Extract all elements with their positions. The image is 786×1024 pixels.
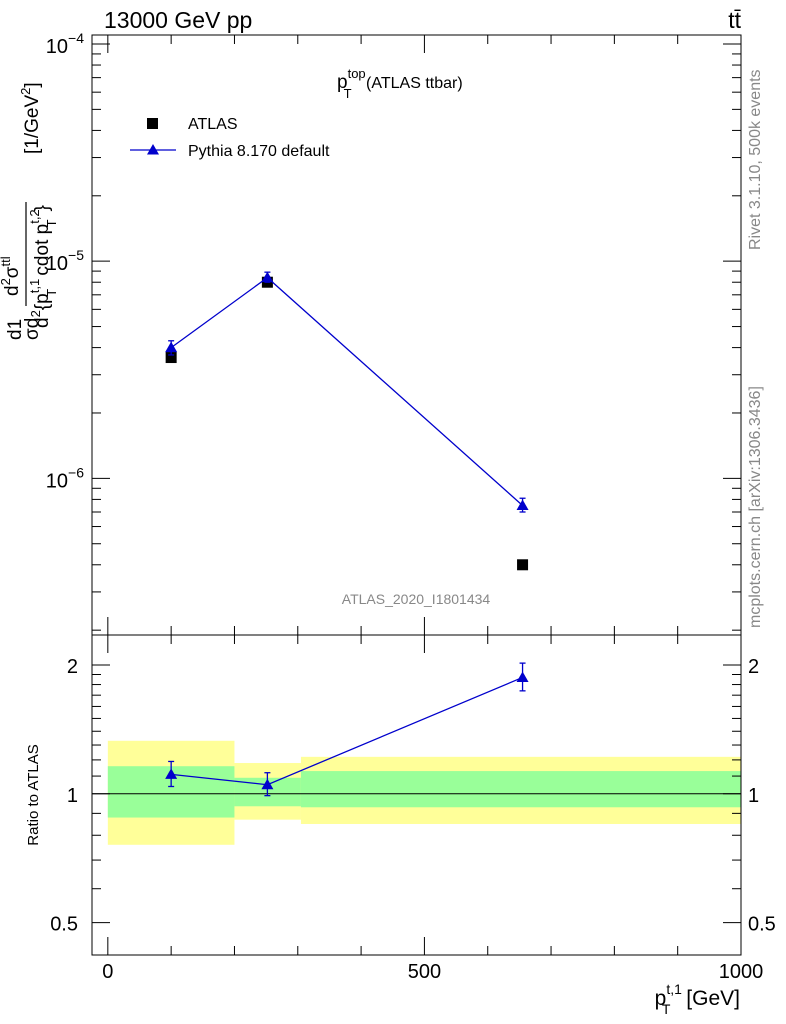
ratio-y-tick-label-left: 2 [67,656,78,678]
x-tick-label: 1000 [719,961,764,983]
legend-pythia-marker [147,144,159,155]
ylabel-unit: [1/GeV2] [18,82,43,154]
ratio-y-axis-label: Ratio to ATLAS [25,744,42,845]
main-y-axis-label: d1 σd d2σttl d2{pt,1T cdot pt,2T} [1/GeV… [0,82,59,340]
atlas-data-point [517,559,529,571]
legend-atlas-marker [147,118,158,129]
analysis-id: ATLAS_2020_I1801434 [342,591,491,607]
mcplots-label: mcplots.cern.ch [arXiv:1306.3436] [747,386,764,628]
x-tick-label: 0 [102,961,113,983]
ratio-data-point [165,768,178,779]
ratio-bands [107,740,741,845]
ratio-band-inner [300,771,741,808]
ratio-data-point [261,778,274,790]
x-tick-label: 500 [408,961,441,983]
legend-pythia-label: Pythia 8.170 default [188,143,330,160]
ylabel-frac-bottom: σd [22,318,43,340]
main-ticks: 10−4 10−5 10−6 [46,30,742,635]
ratio-y-tick-label-left: 1 [67,785,78,807]
energy-label: 13000 GeV pp [104,7,252,33]
ylabel-denominator: d2{pt,1 T cdot pt,2 T} [27,205,59,328]
ratio-y-tick-label-right: 0.5 [748,914,776,936]
x-axis-label: pt,1 T [GeV] [655,981,740,1017]
ratio-plot-frame [91,634,742,956]
pythia-data-point [165,341,178,353]
ratio-data-point [516,671,529,682]
ratio-y-tick-label-right: 2 [748,656,759,678]
title-suffix: (ATLAS ttbar) [362,75,463,92]
title-sup: top [348,66,366,81]
ratio-ticks: 0.5 0.5 1 1 2 2 0 500 1000 [50,635,776,983]
ratio-y-tick-label-right: 1 [748,785,759,807]
title-main: p [337,72,348,93]
atlas-data-point [165,352,177,364]
title-sub: T [344,86,352,101]
main-y-tick-label: 10−4 [46,30,84,58]
rivet-version-label: Rivet 3.1.10, 500k events [747,69,764,250]
process-label: tt̄ [728,7,741,33]
main-y-tick-label: 10−6 [46,464,84,492]
pythia-line [170,276,523,506]
ylabel-frac-top: d1 [5,319,26,340]
pythia-data-point [261,271,274,283]
main-y-tick-label: 10−5 [46,247,84,275]
ylabel-numerator: d2σttl [0,256,23,296]
legend: ATLAS Pythia 8.170 default [130,116,330,160]
ratio-series [165,662,529,797]
ratio-y-tick-label-left: 0.5 [50,914,78,936]
plot-title: ptop T (ATLAS ttbar) [337,66,463,101]
legend-atlas-label: ATLAS [188,116,238,133]
pythia-data-point [516,499,529,510]
main-series [165,271,529,571]
